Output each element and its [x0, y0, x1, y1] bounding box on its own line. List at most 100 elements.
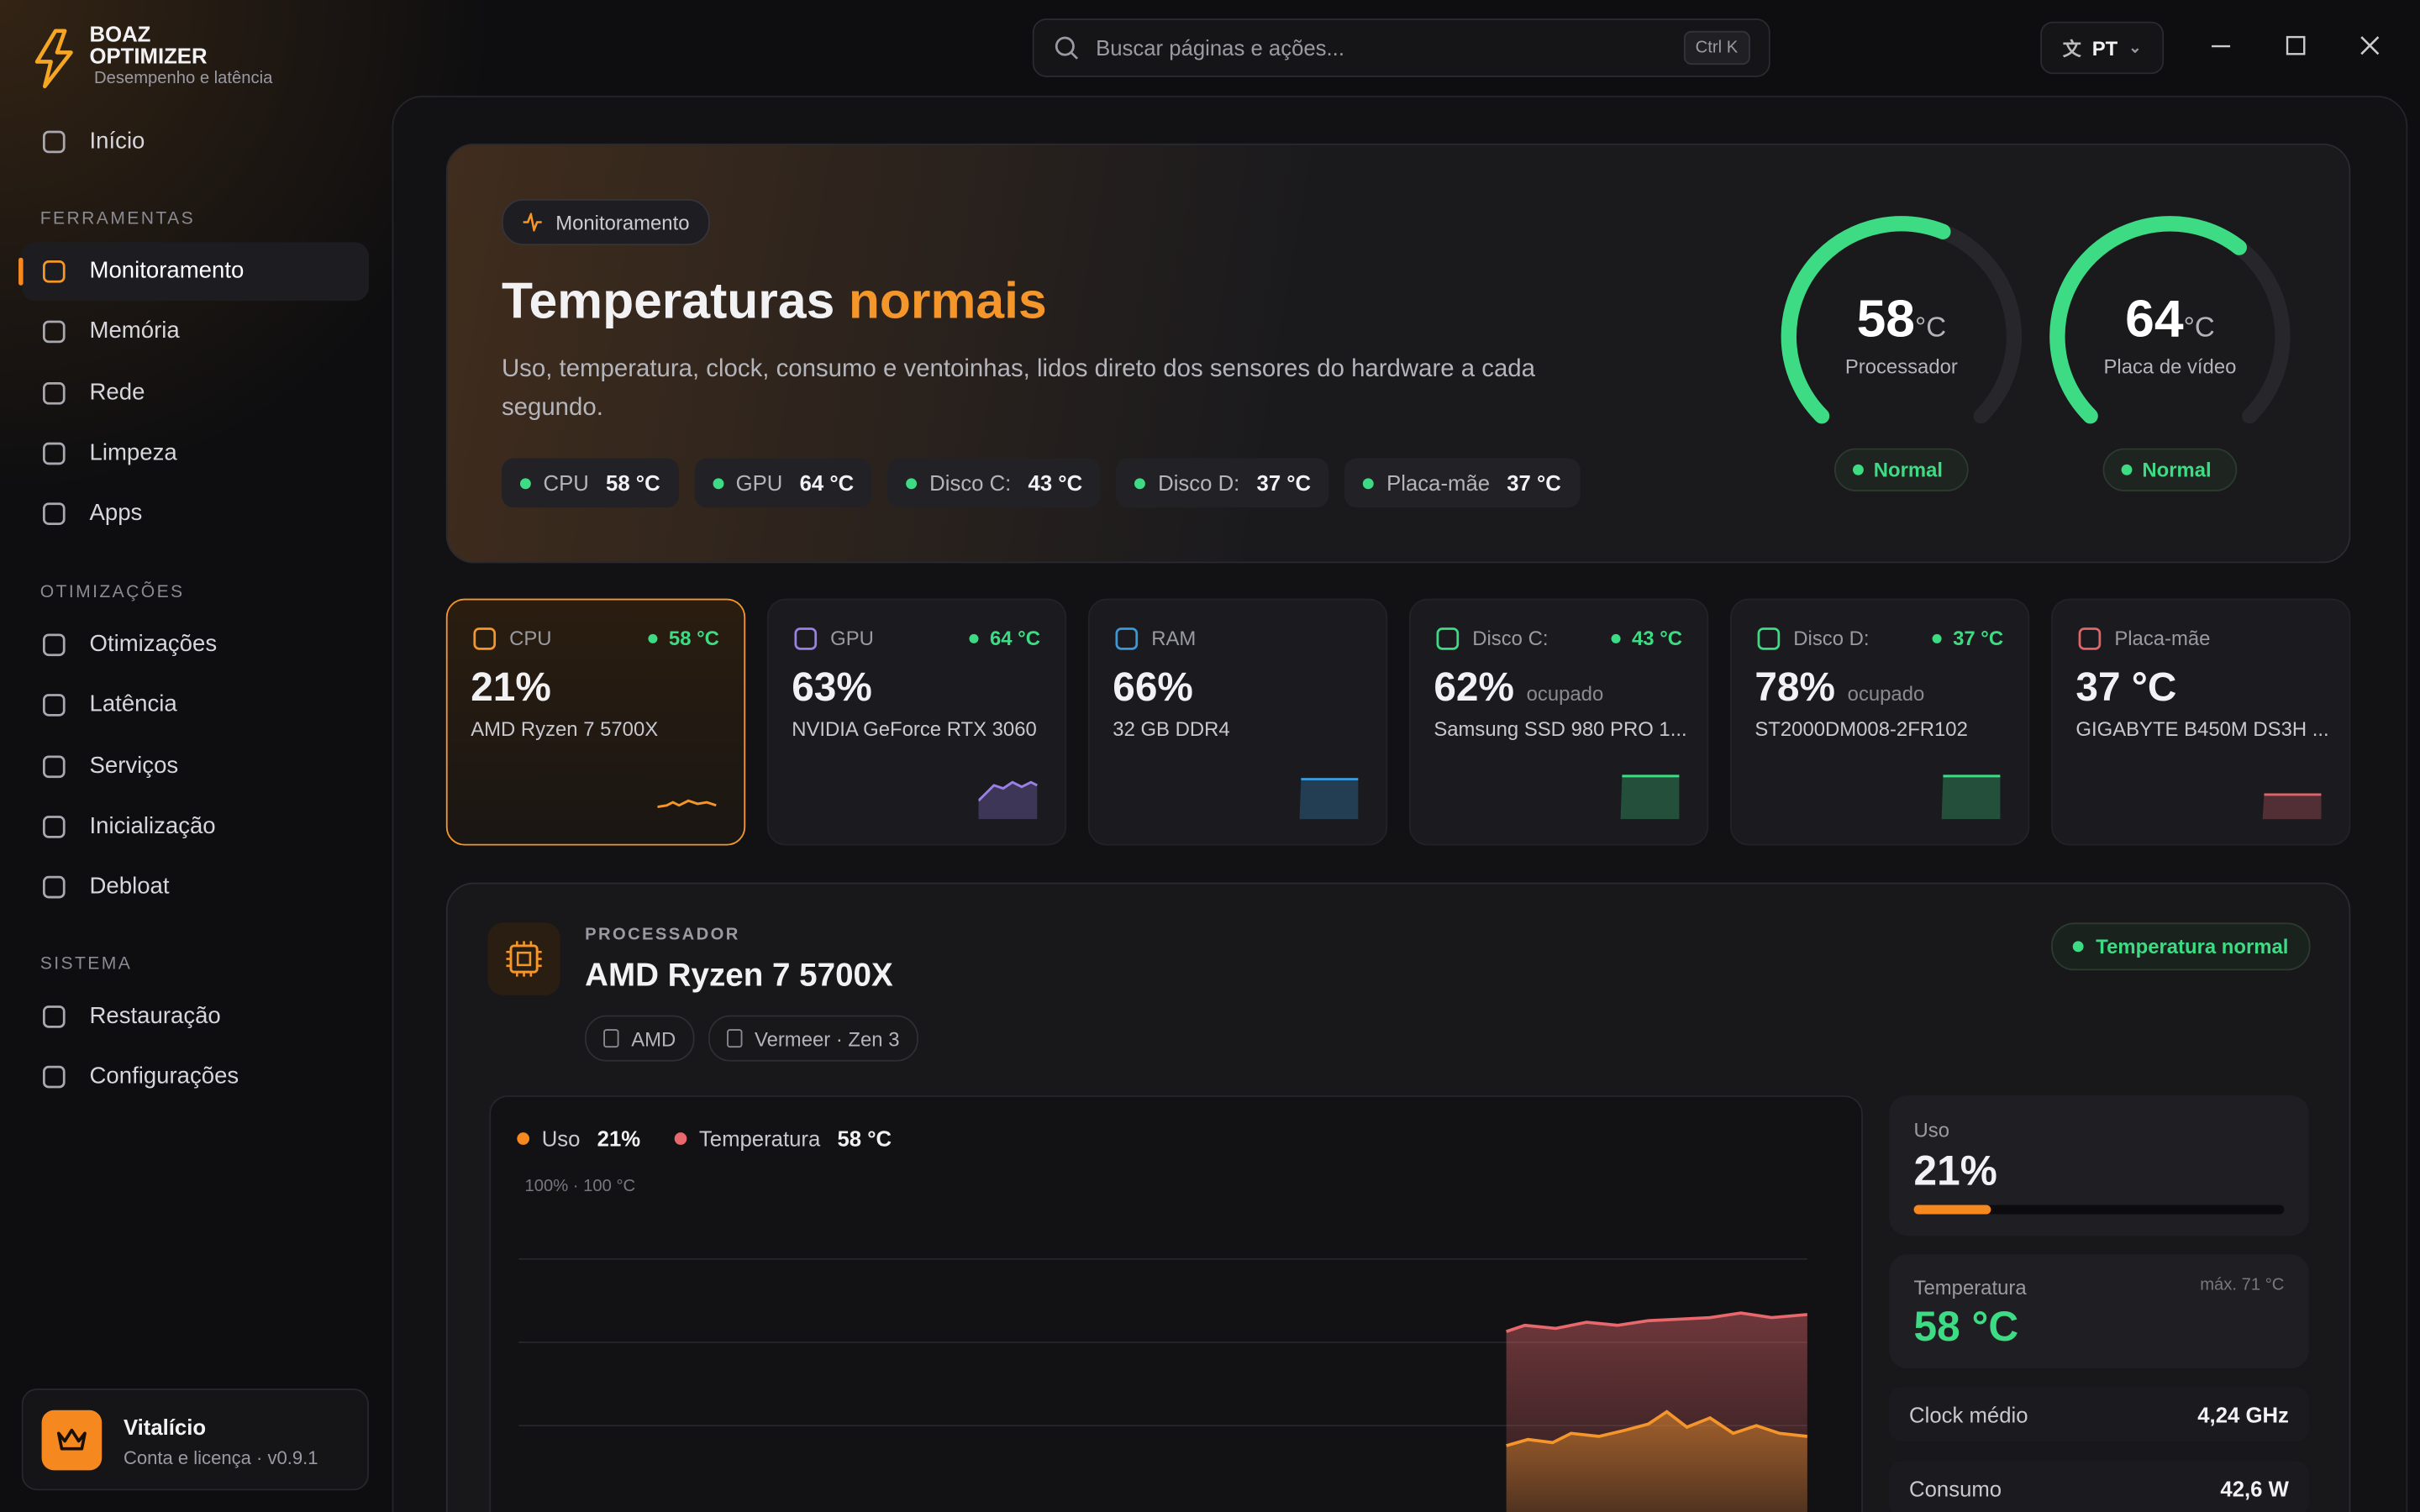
nav-item[interactable]: Limpeza [22, 424, 369, 483]
nav-item[interactable]: Início [22, 113, 369, 171]
sensor-chip: Disco C: 43 °C [887, 458, 1102, 508]
gauge-status: Normal [1874, 459, 1943, 482]
sensor-card[interactable]: GPU 64 °C 63% NVIDIA GeForce RTX 3060 [766, 598, 1067, 846]
usage-line [1506, 1410, 1808, 1447]
nav-label: Otimizações [89, 631, 218, 658]
nav-item[interactable]: Otimizações [22, 616, 369, 675]
legend-swatch [517, 1132, 530, 1145]
card-temp: 58 °C [649, 626, 719, 650]
tag-label: Vermeer · Zen 3 [754, 1026, 900, 1050]
sensor-card[interactable]: CPU 58 °C 21% AMD Ryzen 7 5700X [445, 598, 746, 846]
gauge-status-pill [2102, 448, 2238, 492]
temp-line [1506, 1311, 1807, 1333]
nav-item[interactable]: Debloat [22, 858, 369, 917]
usage-area [1506, 1411, 1807, 1512]
card-value-text: 78% [1754, 663, 1835, 710]
card-model: AMD Ryzen 7 5700X [471, 717, 659, 741]
account-box[interactable]: Vitalício Conta e licença · v0.9.1 [21, 1389, 369, 1491]
detail-eyebrow: PROCESSADOR [585, 926, 740, 945]
search-shortcut: Ctrl K [1682, 30, 1750, 66]
card-sparkline [1941, 774, 2001, 820]
card-value: 63% [792, 664, 872, 711]
app-tagline: Desempenho e latência [94, 69, 273, 88]
card-value: 78% ocupado [1754, 664, 1924, 711]
chart-panel: Uso 21% Temperatura 58 °C 100% · 100 °C [489, 1095, 1863, 1512]
legend-entry: Temperatura 58 °C [674, 1126, 892, 1151]
nav-item[interactable]: Latência [22, 676, 369, 735]
nav-item[interactable]: Apps [22, 485, 369, 543]
card-sparkline [978, 780, 1038, 820]
chevron: ⌄ [2128, 39, 2142, 57]
gauge-arc [1781, 216, 2023, 424]
card-value-text: 62% [1434, 663, 1514, 710]
nav-label: Configurações [89, 1063, 239, 1090]
legend-label: Uso [541, 1126, 581, 1152]
card-value: 21% [471, 664, 551, 711]
stat-value: 4,24 GHz [2197, 1402, 2289, 1427]
gauge-unit: °C [1915, 312, 1946, 343]
card-name: RAM [1151, 626, 1197, 650]
search-box[interactable]: Buscar páginas e ações... Ctrl K [1032, 18, 1770, 77]
account-subtitle: Conta e licença · v0.9.1 [123, 1446, 318, 1469]
sensor-card[interactable]: Placa-mãe 37 °C GIGABYTE B450M DS3H ... [2051, 598, 2351, 846]
nav-section-title: FERRAMENTAS [39, 209, 196, 228]
chip-label: Placa-mãe [1386, 470, 1491, 496]
close[interactable] [2360, 36, 2380, 55]
nav-item[interactable]: Monitoramento [18, 242, 369, 302]
usage-value: 21% [1914, 1148, 1997, 1196]
stat-label: Clock médio [1909, 1402, 2028, 1427]
usage-number: 21 [1913, 1147, 1960, 1194]
sensor-card[interactable]: Disco D: 37 °C 78% ocupado ST2000DM008-2FR10… [1729, 598, 2030, 846]
card-temp: 43 °C [1612, 627, 1682, 649]
nav-item[interactable]: Restauração [22, 988, 369, 1047]
card-model: NVIDIA GeForce RTX 3060 [792, 717, 1037, 741]
temperature-max: máx. 71 °C [2200, 1275, 2285, 1295]
account-title: Vitalício [123, 1415, 207, 1440]
nav-section-title: SISTEMA [39, 954, 133, 974]
logo-icon [34, 29, 73, 89]
status-dot [713, 477, 723, 489]
window-controls [2212, 35, 2380, 55]
card-name: GPU [830, 626, 874, 650]
active-indicator [18, 257, 24, 286]
icon [1115, 627, 1139, 650]
status-label: Temperatura normal [2096, 935, 2289, 958]
sensor-card[interactable]: Disco C: 43 °C 62% ocupado Samsung SSD 980 P… [1408, 598, 1709, 846]
sensor-card[interactable]: RAM 66% 32 GB DDR4 [1087, 598, 1388, 846]
chip-label: GPU [735, 470, 783, 496]
card-model: Samsung SSD 980 PRO 1... [1434, 717, 1687, 741]
nav-item[interactable]: Memória [22, 303, 369, 362]
nav-item[interactable]: Rede [22, 364, 369, 423]
gauge-number: 64 [2125, 289, 2184, 348]
card-note: ocupado [1526, 681, 1604, 706]
hero-badge: Monitoramento [501, 198, 710, 246]
chart-scale-note: 100% · 100 °C [524, 1177, 636, 1196]
card-sparkline [1299, 778, 1359, 820]
nav-item[interactable]: Inicialização [22, 797, 369, 856]
card-note: ocupado [1847, 681, 1925, 706]
usage-track [1913, 1205, 2285, 1215]
icon [1757, 627, 1781, 650]
usage-unit: % [1960, 1147, 1997, 1194]
card-name: Placa-mãe [2114, 626, 2211, 650]
card-name: CPU [509, 626, 552, 650]
nav-label: Rede [89, 379, 145, 406]
search-icon [1055, 36, 1079, 60]
nav-item[interactable]: Configurações [22, 1048, 369, 1107]
nav-item[interactable]: Serviços [22, 737, 369, 795]
maximize[interactable] [2286, 35, 2306, 55]
chip-value: 58 °C [606, 470, 660, 496]
card-temp-value: 58 °C [668, 626, 719, 650]
card-model: GIGABYTE B450M DS3H ... [2075, 717, 2329, 741]
icon [42, 442, 66, 465]
tag-label: AMD [631, 1026, 676, 1050]
gauge-status-pill [1833, 448, 1969, 492]
detail-icon [487, 922, 560, 995]
language-button[interactable]: 文 PT ⌄ [2040, 21, 2165, 75]
card-value-text: 21% [471, 663, 551, 710]
gauge-value: 64°C [2125, 289, 2215, 348]
stat-row: Clock médio 4,24 GHz [1889, 1387, 2309, 1441]
sensor-chip: GPU 64 °C [694, 458, 873, 508]
title-text: Temperaturas [501, 271, 835, 329]
